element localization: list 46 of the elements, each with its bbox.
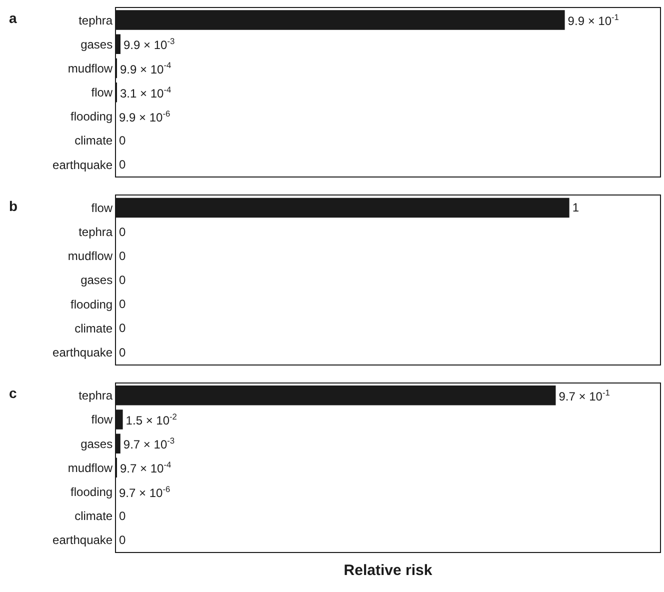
data-label: 9.9 × 10$^{-4}$ (120, 60, 172, 76)
y-tick-label: gases (80, 273, 113, 288)
data-label: 1.5 × 10$^{-2}$ (126, 411, 178, 428)
data-label: 9.9 × 10$^{-6}$ (119, 108, 171, 124)
y-tick-label: climate (74, 134, 113, 148)
y-tick-label: flow (91, 200, 113, 215)
data-label: 0 (119, 248, 126, 263)
y-tick-label: flow (91, 86, 113, 100)
data-label: 9.7 × 10$^{-1}$ (558, 387, 610, 404)
data-label: 0 (119, 158, 126, 172)
y-tick-label: flooding (70, 110, 113, 124)
y-tick-label: mudflow (68, 61, 113, 76)
y-tick-label: gases (80, 37, 113, 52)
y-tick-label: tephra (78, 388, 113, 403)
data-label: 3.1 × 10$^{-4}$ (120, 84, 172, 100)
y-tick-label: earthquake (52, 158, 113, 172)
data-label: 0 (119, 224, 126, 239)
y-tick-label: mudflow (68, 249, 113, 264)
y-tick-label: climate (74, 321, 113, 336)
data-label: 1 (572, 200, 580, 215)
y-tick-label: tephra (78, 225, 113, 240)
y-tick-label: flow (91, 412, 113, 427)
chart-title: a (9, 10, 17, 26)
data-label: 0 (119, 297, 126, 312)
y-tick-label: gases (80, 436, 113, 451)
y-tick-label: earthquake (52, 533, 113, 548)
data-label: 9.9 × 10$^{-3}$ (123, 36, 175, 52)
y-tick-label: climate (74, 509, 113, 524)
data-label: 9.7 × 10$^{-3}$ (123, 436, 175, 452)
data-label: 9.9 × 10$^{-1}$ (568, 12, 620, 28)
data-label: 0 (119, 273, 126, 287)
data-label: 0 (119, 532, 126, 547)
data-label: 0 (119, 508, 126, 523)
y-tick-label: earthquake (52, 345, 113, 360)
data-label: 0 (119, 321, 126, 336)
y-tick-label: flooding (70, 297, 113, 312)
chart-title: c (9, 385, 17, 401)
y-tick-label: mudflow (68, 460, 113, 475)
y-tick-label: flooding (70, 484, 113, 499)
x-axis-title: Relative risk (344, 562, 433, 579)
data-label: 9.7 × 10$^{-6}$ (119, 484, 171, 500)
y-tick-label: tephra (78, 13, 113, 28)
data-label: 9.7 × 10$^{-4}$ (120, 460, 172, 476)
data-label: 0 (119, 134, 126, 148)
chart-title: b (9, 198, 18, 214)
data-label: 0 (119, 345, 126, 360)
